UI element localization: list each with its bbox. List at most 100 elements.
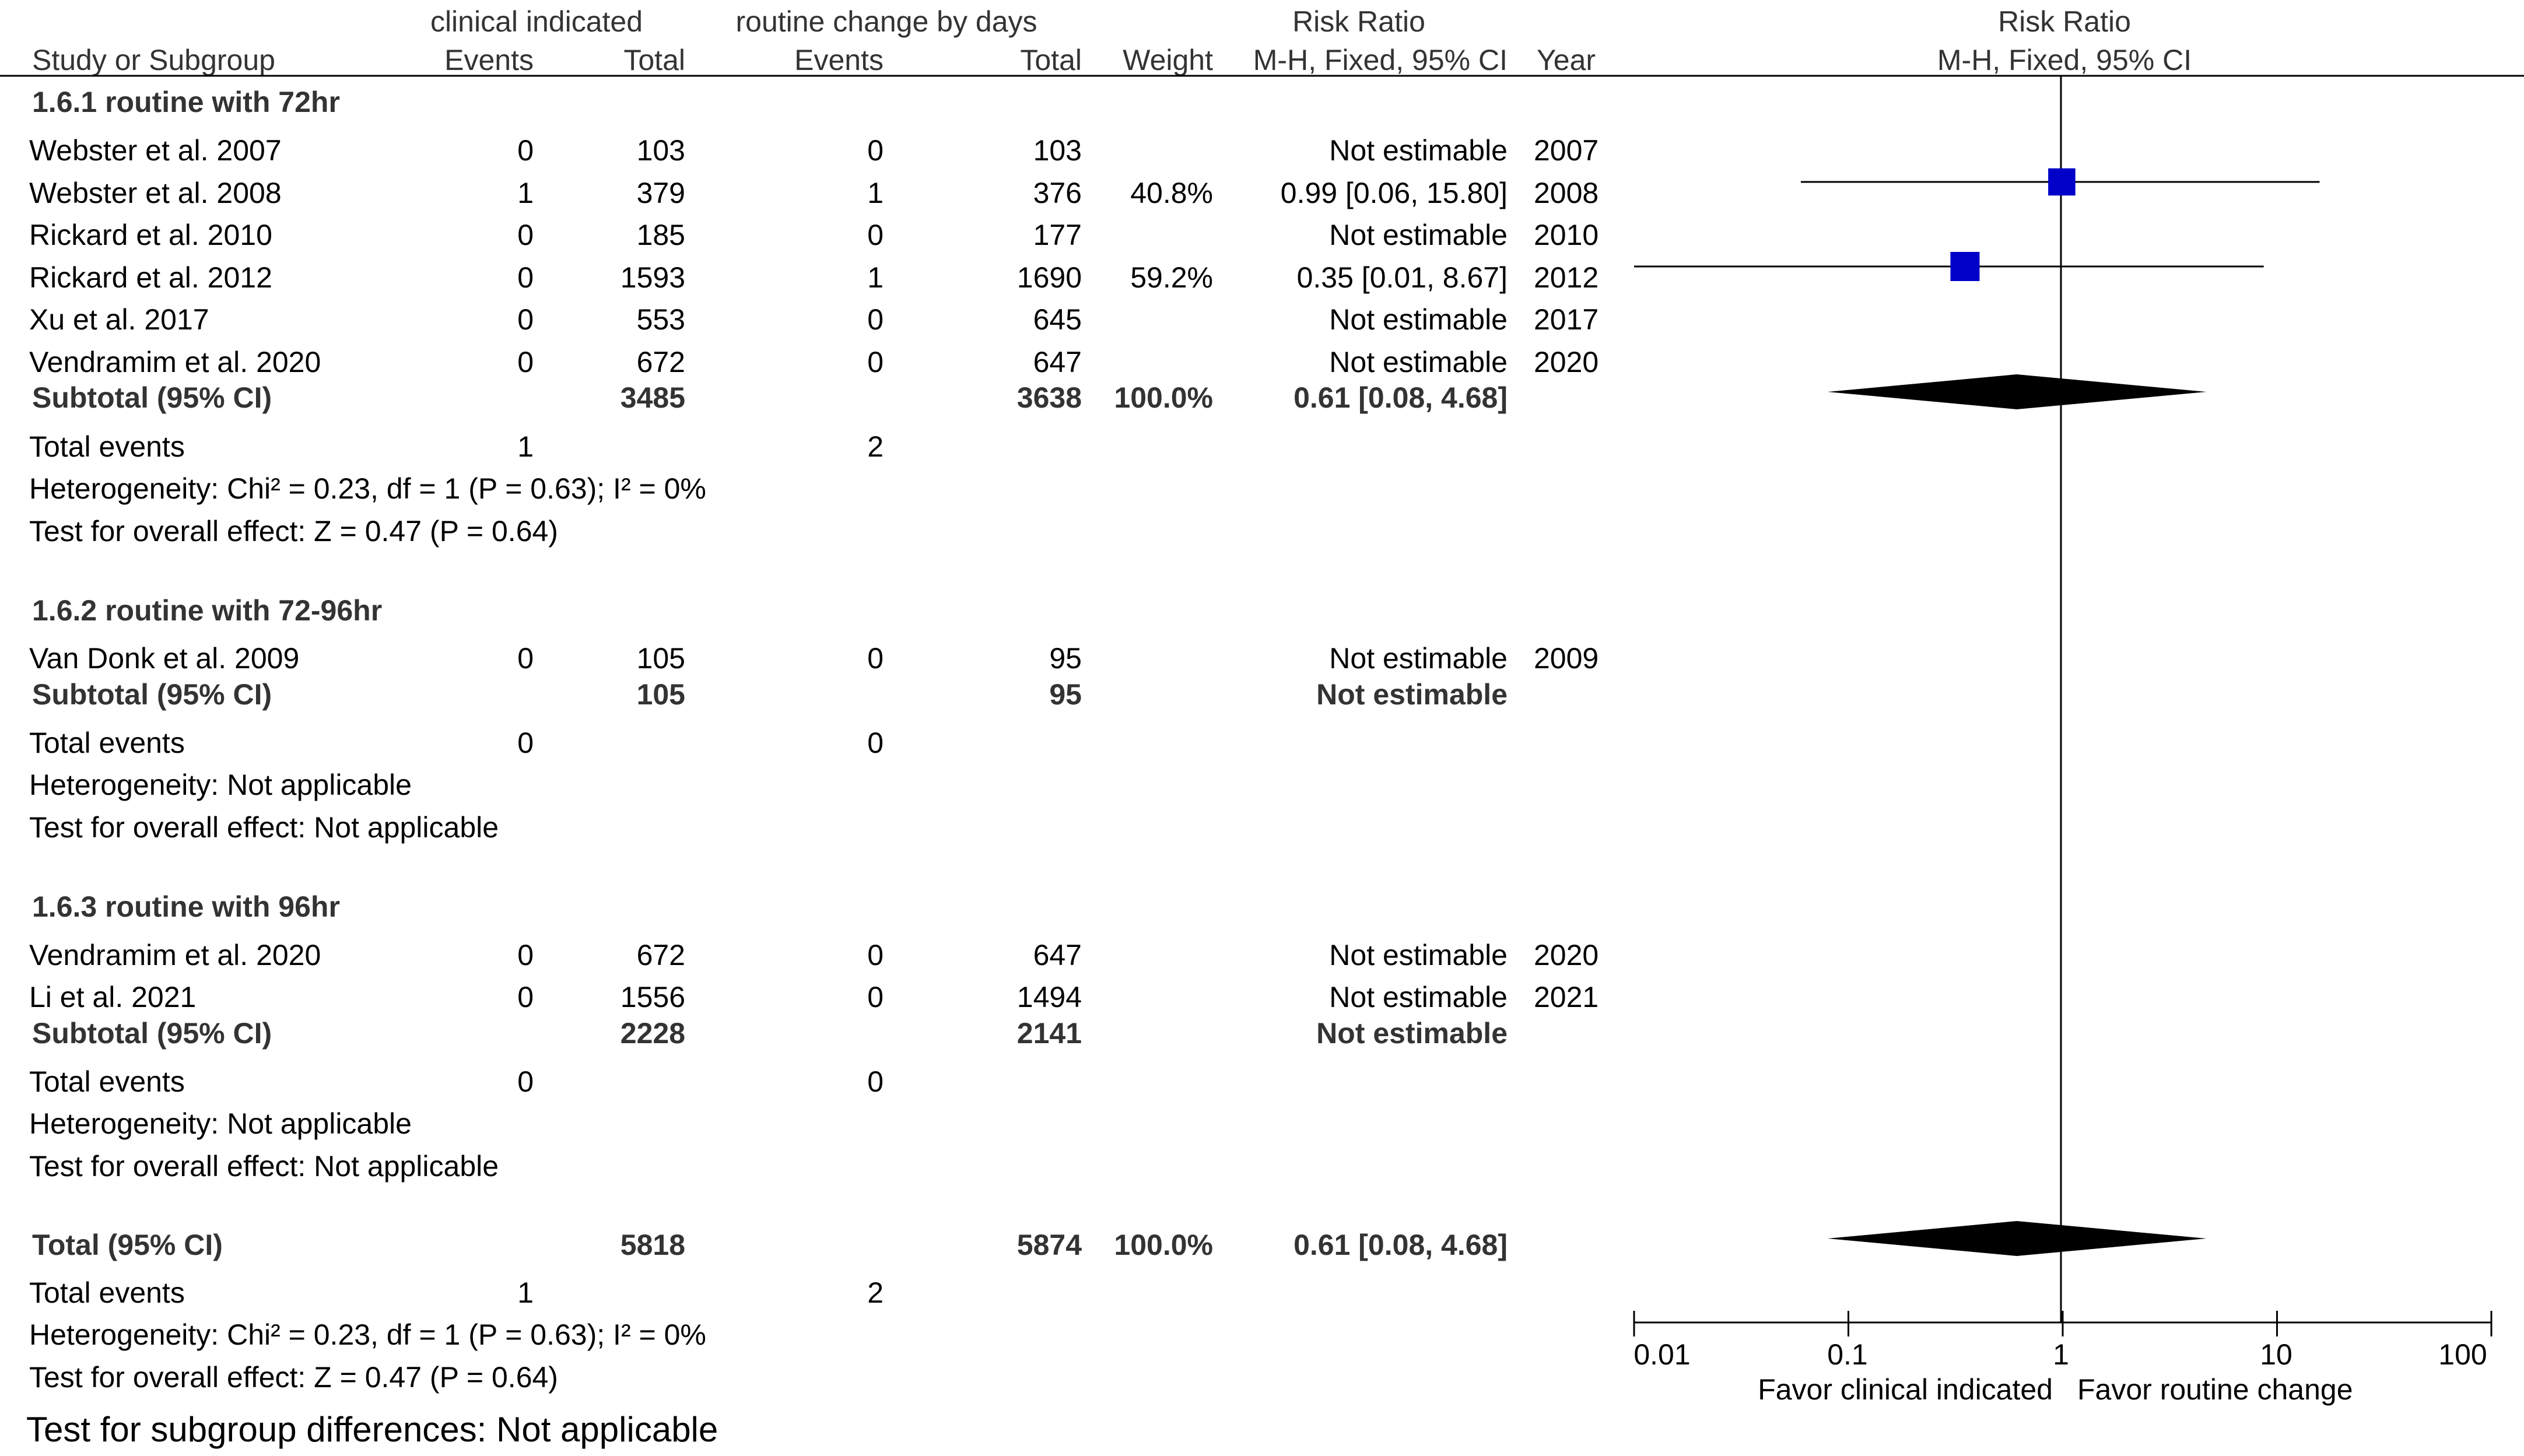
study-name: Vendramim et al. 2020 [29, 346, 321, 378]
events1-cell: 1 [517, 177, 534, 209]
rr-cell: Not estimable [1329, 134, 1508, 167]
heterogeneity-text: Heterogeneity: Not applicable [29, 769, 412, 801]
rr-cell: Not estimable [1329, 346, 1508, 378]
year-cell: 2020 [1534, 939, 1599, 971]
heterogeneity-text: Heterogeneity: Not applicable [29, 1107, 412, 1140]
year-cell: 2008 [1534, 177, 1599, 209]
total-events1: 1 [517, 430, 534, 463]
study-name: Webster et al. 2008 [29, 177, 282, 209]
events2-cell: 1 [867, 177, 884, 209]
total-total2: 5874 [1016, 1229, 1082, 1261]
total-rr: 0.61 [0.08, 4.68] [1293, 1229, 1508, 1261]
total-events1: 0 [517, 727, 534, 759]
x-tick-label: 0.01 [1633, 1338, 1691, 1371]
col-rr-method-header: M-H, Fixed, 95% CI [1253, 44, 1508, 76]
x-tick-label: 0.1 [1827, 1338, 1868, 1371]
total-events-label: Total events [29, 727, 185, 759]
rr-cell: Not estimable [1329, 219, 1508, 251]
year-cell: 2010 [1534, 219, 1599, 251]
study-name: Rickard et al. 2012 [29, 261, 272, 294]
events2-cell: 0 [867, 939, 884, 971]
year-cell: 2021 [1534, 981, 1599, 1013]
total-events-label: Total events [29, 1276, 185, 1309]
year-cell: 2020 [1534, 346, 1599, 378]
col-year-header: Year [1537, 44, 1596, 76]
col-total1-header: Total [623, 44, 685, 76]
total-events2: 0 [867, 1065, 884, 1098]
col-weight-header: Weight [1123, 44, 1213, 76]
total1-cell: 1593 [620, 261, 685, 294]
col-events1-header: Events [444, 44, 534, 76]
rr-cell: Not estimable [1329, 981, 1508, 1013]
subtotal-label: Subtotal (95% CI) [32, 381, 272, 414]
events2-cell: 0 [867, 346, 884, 378]
total-events-label: Total events [29, 430, 185, 463]
study-marker [1950, 252, 1980, 281]
subtotal-total1: 3485 [620, 381, 685, 414]
total1-cell: 1556 [620, 981, 685, 1013]
group2-header: routine change by days [735, 5, 1037, 38]
subtotal-weight: 100.0% [1114, 381, 1213, 414]
total2-cell: 647 [1033, 939, 1082, 971]
year-cell: 2007 [1534, 134, 1599, 167]
favor-left-label: Favor clinical indicated [1758, 1373, 2053, 1406]
subgroup-title: 1.6.1 routine with 72hr [32, 86, 340, 118]
subtotal-rr: Not estimable [1316, 678, 1508, 711]
year-cell: 2012 [1534, 261, 1599, 294]
group1-header: clinical indicated [430, 5, 643, 38]
total-events2: 2 [867, 430, 884, 463]
study-name: Xu et al. 2017 [29, 303, 209, 336]
study-name: Van Donk et al. 2009 [29, 642, 300, 675]
total-events2: 2 [867, 1276, 884, 1309]
events2-cell: 0 [867, 642, 884, 675]
total2-cell: 1494 [1016, 981, 1082, 1013]
total-events1: 0 [517, 1065, 534, 1098]
subtotal-total1: 2228 [620, 1017, 685, 1050]
subtotal-rr: 0.61 [0.08, 4.68] [1293, 381, 1508, 414]
total-weight: 100.0% [1114, 1229, 1213, 1261]
favor-right-label: Favor routine change [2077, 1373, 2353, 1406]
total2-cell: 376 [1033, 177, 1082, 209]
total1-cell: 379 [636, 177, 685, 209]
subtotal-label: Subtotal (95% CI) [32, 678, 272, 711]
study-name: Li et al. 2021 [29, 981, 197, 1013]
year-cell: 2017 [1534, 303, 1599, 336]
total2-cell: 177 [1033, 219, 1082, 251]
study-name: Rickard et al. 2010 [29, 219, 272, 251]
col-study-header: Study or Subgroup [32, 44, 275, 76]
total1-cell: 553 [636, 303, 685, 336]
events1-cell: 0 [517, 346, 534, 378]
rr-cell: Not estimable [1329, 303, 1508, 336]
overall-effect-text: Test for overall effect: Z = 0.47 (P = 0… [29, 515, 558, 548]
x-tick-label: 1 [2053, 1338, 2069, 1371]
events1-cell: 0 [517, 261, 534, 294]
total2-cell: 647 [1033, 346, 1082, 378]
total1-cell: 103 [636, 134, 685, 167]
total1-cell: 105 [636, 642, 685, 675]
total1-cell: 185 [636, 219, 685, 251]
subtotal-total2: 2141 [1016, 1017, 1082, 1050]
heterogeneity-text: Heterogeneity: Chi² = 0.23, df = 1 (P = … [29, 1318, 706, 1351]
overall-effect-text: Test for overall effect: Not applicable [29, 811, 499, 844]
plot-header-title: Risk Ratio [1998, 5, 2131, 38]
total-diamond [1827, 1221, 2207, 1256]
subtotal-total2: 3638 [1016, 381, 1082, 414]
col-events2-header: Events [794, 44, 884, 76]
events1-cell: 0 [517, 219, 534, 251]
study-name: Vendramim et al. 2020 [29, 939, 321, 971]
events2-cell: 1 [867, 261, 884, 294]
subgroup-title: 1.6.2 routine with 72-96hr [32, 594, 383, 627]
total-events2: 0 [867, 727, 884, 759]
rr-cell: 0.99 [0.06, 15.80] [1280, 177, 1508, 209]
subgroup-title: 1.6.3 routine with 96hr [32, 890, 340, 923]
rr-header-title: Risk Ratio [1292, 5, 1425, 38]
total1-cell: 672 [636, 346, 685, 378]
subtotal-diamond [1827, 374, 2207, 409]
overall-effect-text: Test for overall effect: Z = 0.47 (P = 0… [29, 1361, 558, 1394]
total-total1: 5818 [620, 1229, 685, 1261]
subtotal-total2: 95 [1049, 678, 1082, 711]
subgroup-differences-text: Test for subgroup differences: Not appli… [26, 1410, 718, 1449]
total2-cell: 95 [1049, 642, 1082, 675]
